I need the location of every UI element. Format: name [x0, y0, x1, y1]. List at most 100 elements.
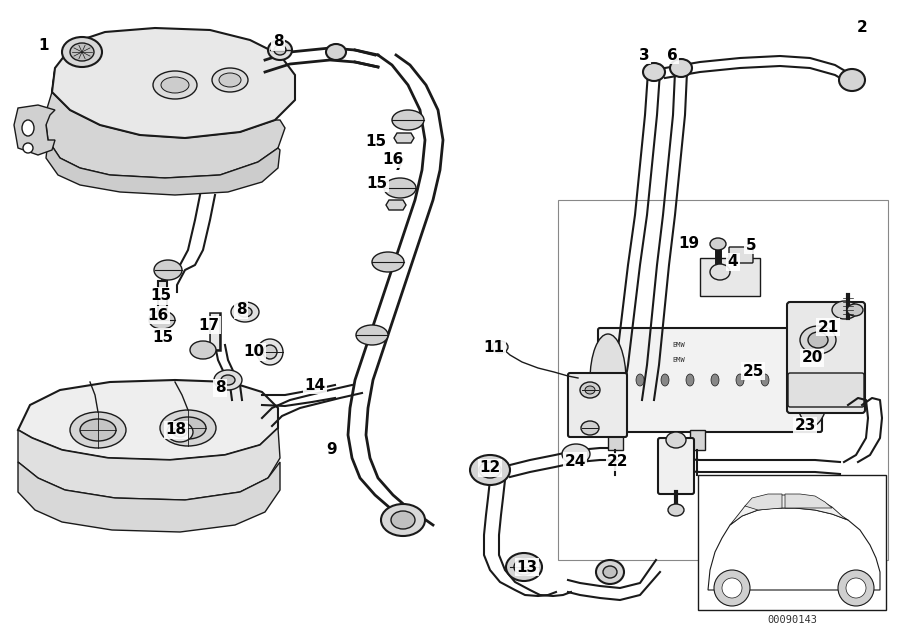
Ellipse shape: [710, 238, 726, 250]
Ellipse shape: [800, 326, 836, 354]
Text: 17: 17: [198, 318, 220, 333]
Text: 14: 14: [304, 377, 326, 392]
Text: 15: 15: [152, 330, 174, 345]
Bar: [700, 258, 760, 296]
Text: BMW: BMW: [672, 357, 685, 363]
Ellipse shape: [80, 419, 116, 441]
Ellipse shape: [219, 73, 241, 87]
Polygon shape: [785, 494, 832, 508]
Text: 13: 13: [517, 559, 537, 575]
Ellipse shape: [670, 59, 692, 77]
Ellipse shape: [257, 339, 283, 365]
Ellipse shape: [686, 374, 694, 386]
Ellipse shape: [711, 374, 719, 386]
Ellipse shape: [761, 374, 769, 386]
Ellipse shape: [170, 417, 206, 439]
Text: 4: 4: [728, 255, 738, 269]
Ellipse shape: [838, 570, 874, 606]
Bar: [690, 430, 705, 450]
Polygon shape: [745, 494, 782, 510]
Ellipse shape: [263, 345, 277, 359]
FancyBboxPatch shape: [658, 438, 694, 494]
Ellipse shape: [268, 40, 292, 60]
Text: 16: 16: [382, 152, 403, 166]
Text: 20: 20: [801, 351, 823, 366]
Text: 15: 15: [365, 135, 387, 149]
Ellipse shape: [839, 69, 865, 91]
Ellipse shape: [794, 334, 830, 426]
Ellipse shape: [153, 71, 197, 99]
Polygon shape: [386, 200, 406, 210]
Text: 8: 8: [215, 380, 225, 396]
Ellipse shape: [514, 559, 534, 575]
Ellipse shape: [238, 307, 252, 317]
Polygon shape: [46, 140, 280, 195]
Ellipse shape: [714, 570, 750, 606]
Text: 00090143: 00090143: [767, 615, 817, 625]
FancyBboxPatch shape: [598, 328, 822, 432]
Text: 15: 15: [150, 288, 172, 304]
Ellipse shape: [326, 44, 346, 60]
Polygon shape: [45, 68, 285, 178]
Bar: [558, 200, 888, 560]
Ellipse shape: [636, 374, 644, 386]
Ellipse shape: [581, 421, 599, 435]
Polygon shape: [708, 508, 880, 590]
Text: 16: 16: [148, 307, 168, 323]
Ellipse shape: [668, 504, 684, 516]
Ellipse shape: [160, 410, 216, 446]
Ellipse shape: [479, 462, 501, 478]
Ellipse shape: [23, 143, 33, 153]
Ellipse shape: [722, 578, 742, 598]
Text: 25: 25: [742, 363, 764, 378]
Text: 1: 1: [39, 37, 50, 53]
Text: 8: 8: [236, 302, 247, 318]
Ellipse shape: [506, 553, 542, 581]
Text: 19: 19: [679, 236, 699, 250]
Text: 6: 6: [667, 48, 678, 62]
Polygon shape: [18, 462, 280, 532]
Text: 3: 3: [639, 48, 649, 62]
Bar: [698, 475, 886, 610]
Polygon shape: [52, 28, 295, 138]
Ellipse shape: [847, 304, 863, 316]
Polygon shape: [14, 105, 55, 155]
Ellipse shape: [221, 375, 235, 385]
Ellipse shape: [391, 511, 415, 529]
Text: 23: 23: [795, 418, 815, 434]
Ellipse shape: [274, 45, 286, 55]
Ellipse shape: [356, 325, 388, 345]
Text: 15: 15: [366, 175, 388, 190]
Ellipse shape: [70, 412, 126, 448]
FancyBboxPatch shape: [788, 373, 864, 407]
Polygon shape: [18, 428, 280, 500]
Ellipse shape: [710, 264, 730, 280]
Ellipse shape: [590, 334, 626, 426]
Ellipse shape: [173, 427, 187, 437]
Ellipse shape: [384, 178, 416, 198]
Ellipse shape: [22, 120, 34, 136]
Polygon shape: [730, 495, 848, 525]
Ellipse shape: [585, 386, 595, 394]
Ellipse shape: [212, 68, 248, 92]
Ellipse shape: [372, 252, 404, 272]
Polygon shape: [394, 133, 414, 143]
Ellipse shape: [603, 566, 617, 578]
Text: 22: 22: [608, 455, 629, 469]
Ellipse shape: [736, 374, 744, 386]
Text: 24: 24: [564, 453, 586, 469]
Ellipse shape: [643, 63, 665, 81]
Text: 9: 9: [327, 443, 338, 457]
Text: BMW: BMW: [672, 342, 685, 348]
Ellipse shape: [661, 374, 669, 386]
Ellipse shape: [149, 311, 175, 329]
Ellipse shape: [381, 504, 425, 536]
Text: 5: 5: [746, 237, 756, 253]
Ellipse shape: [392, 110, 424, 130]
Ellipse shape: [154, 260, 182, 280]
Text: 12: 12: [480, 460, 500, 476]
Polygon shape: [18, 380, 278, 460]
Text: 2: 2: [857, 20, 868, 36]
Ellipse shape: [596, 560, 624, 584]
Ellipse shape: [62, 37, 102, 67]
